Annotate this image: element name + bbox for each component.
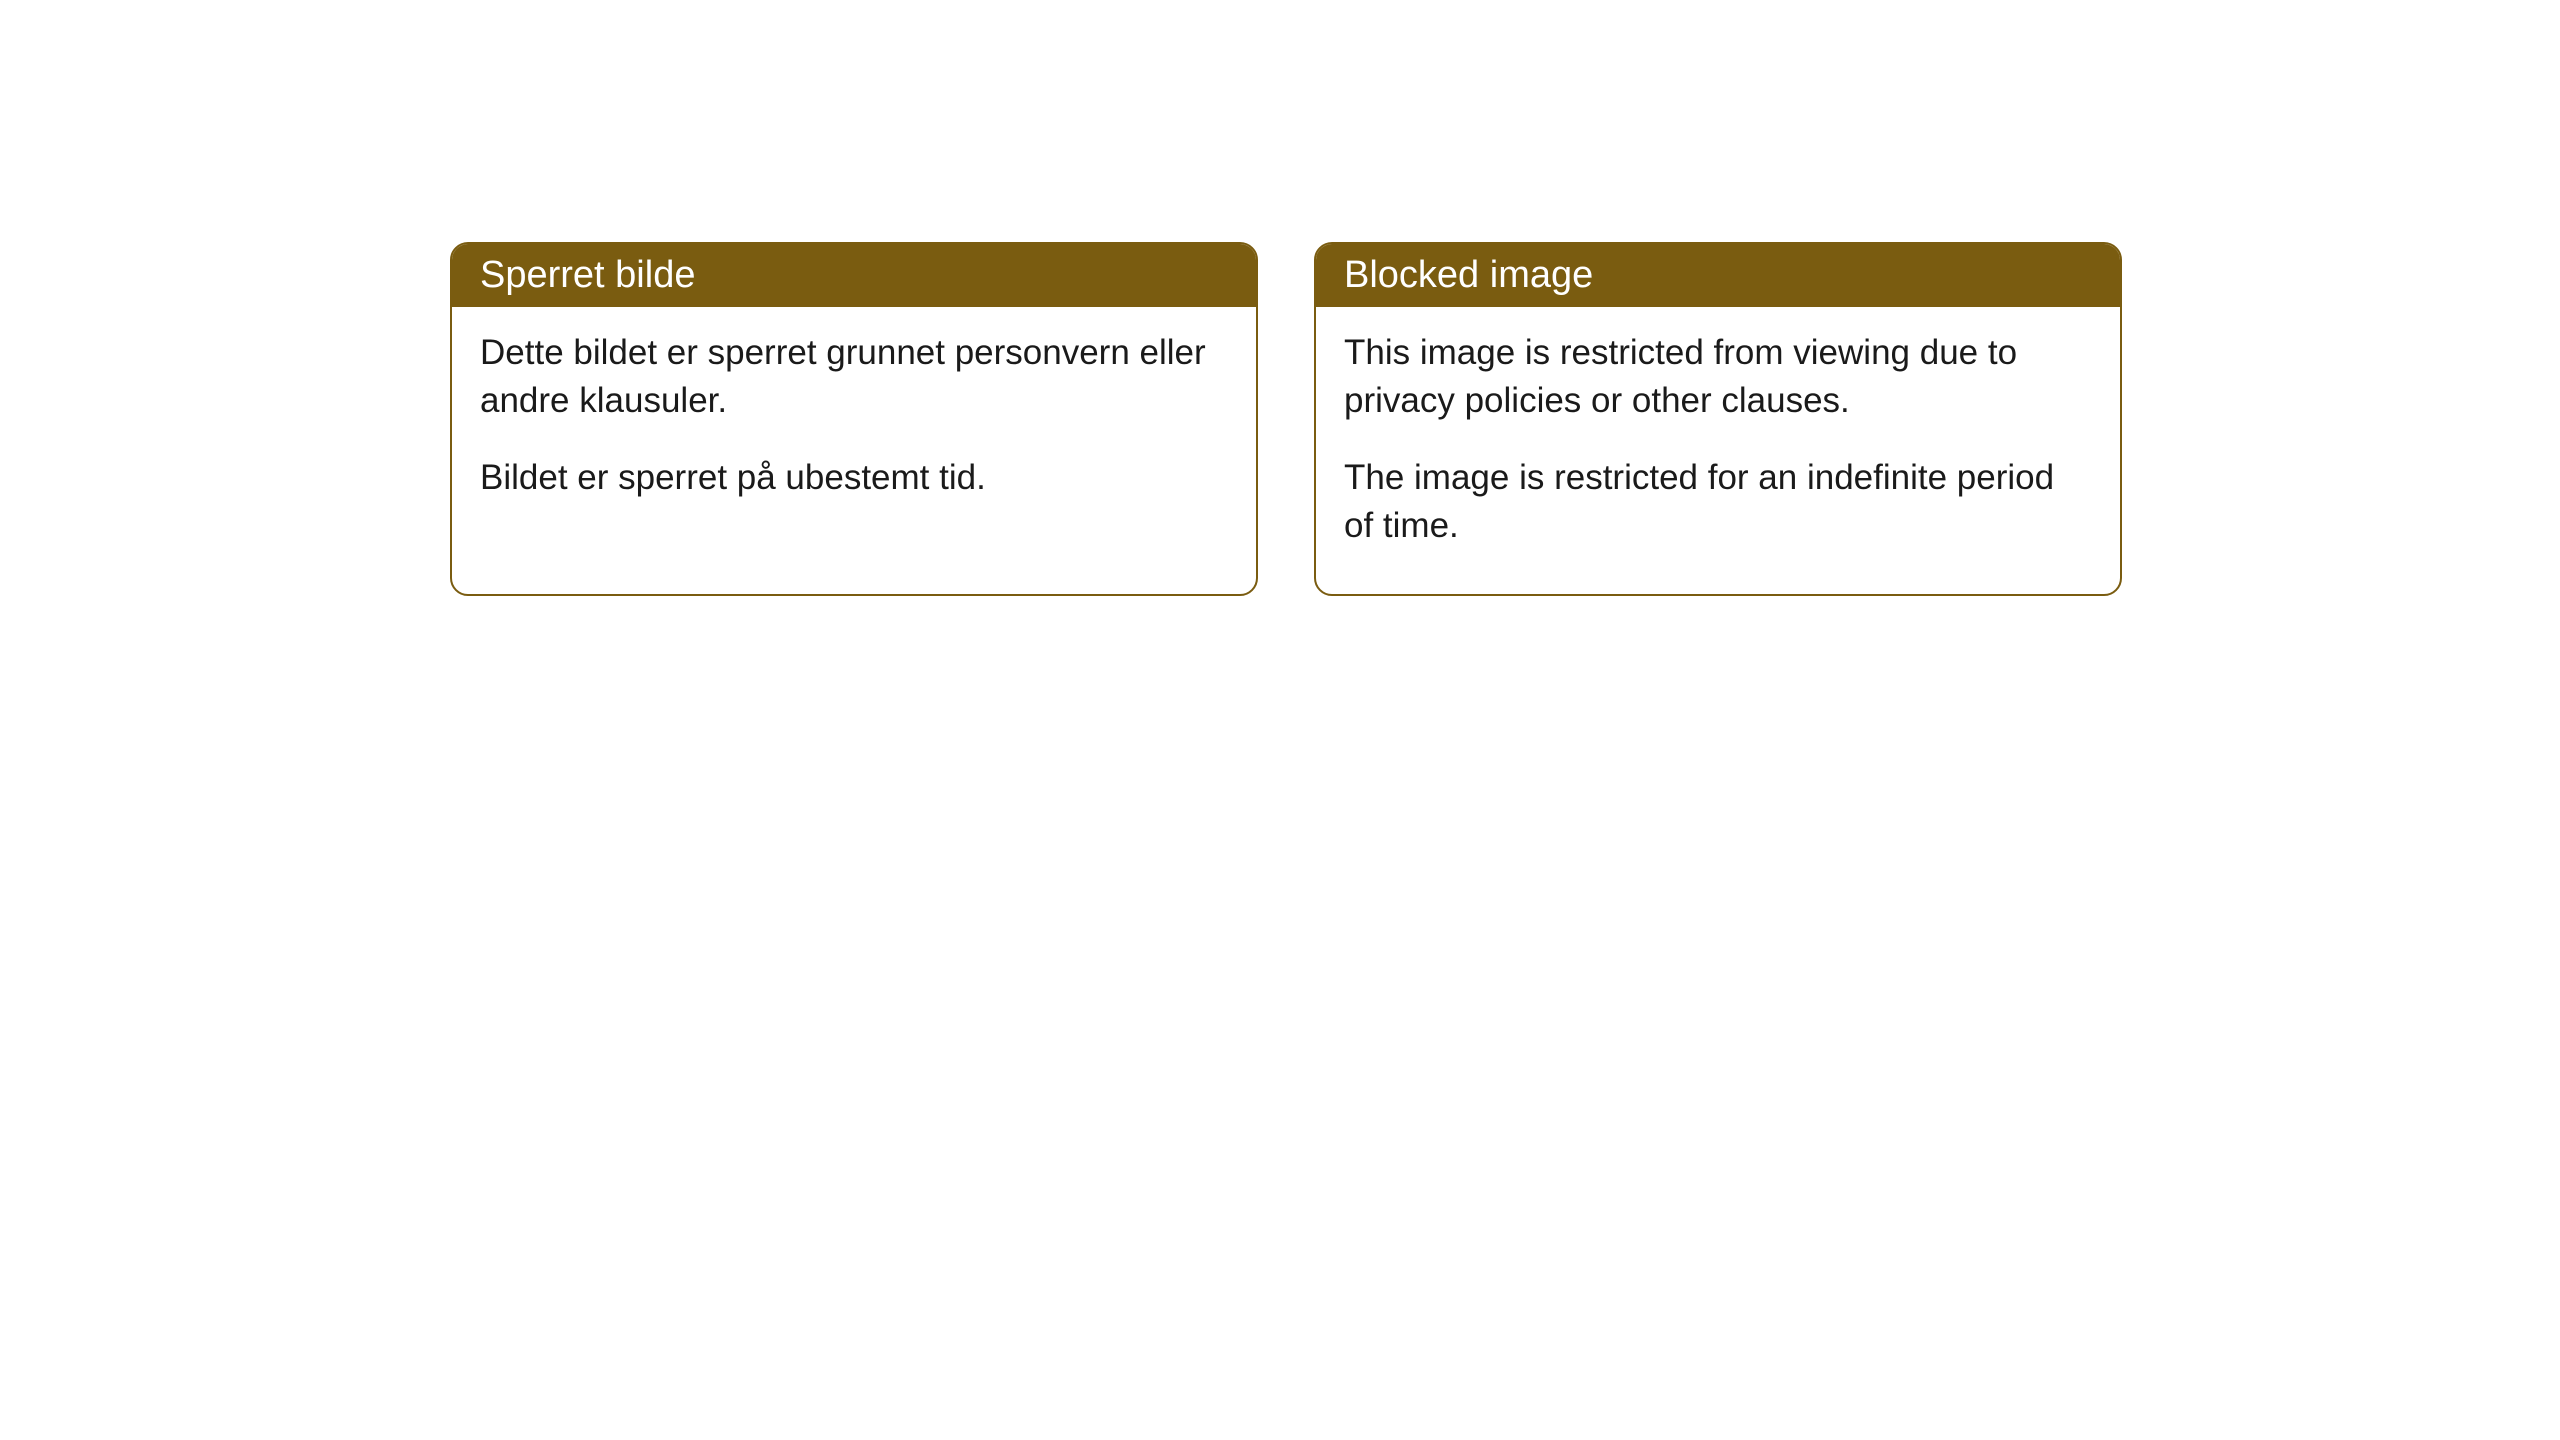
cards-container: Sperret bilde Dette bildet er sperret gr… xyxy=(450,242,2122,596)
card-body-norwegian: Dette bildet er sperret grunnet personve… xyxy=(452,307,1256,546)
card-para2-english: The image is restricted for an indefinit… xyxy=(1344,454,2092,551)
card-title-norwegian: Sperret bilde xyxy=(480,254,695,296)
card-title-english: Blocked image xyxy=(1344,254,1593,296)
card-para2-norwegian: Bildet er sperret på ubestemt tid. xyxy=(480,454,1228,502)
card-para1-norwegian: Dette bildet er sperret grunnet personve… xyxy=(480,329,1228,426)
card-para1-english: This image is restricted from viewing du… xyxy=(1344,329,2092,426)
card-header-english: Blocked image xyxy=(1316,244,2120,307)
card-norwegian: Sperret bilde Dette bildet er sperret gr… xyxy=(450,242,1258,596)
card-english: Blocked image This image is restricted f… xyxy=(1314,242,2122,596)
card-body-english: This image is restricted from viewing du… xyxy=(1316,307,2120,594)
card-header-norwegian: Sperret bilde xyxy=(452,244,1256,307)
